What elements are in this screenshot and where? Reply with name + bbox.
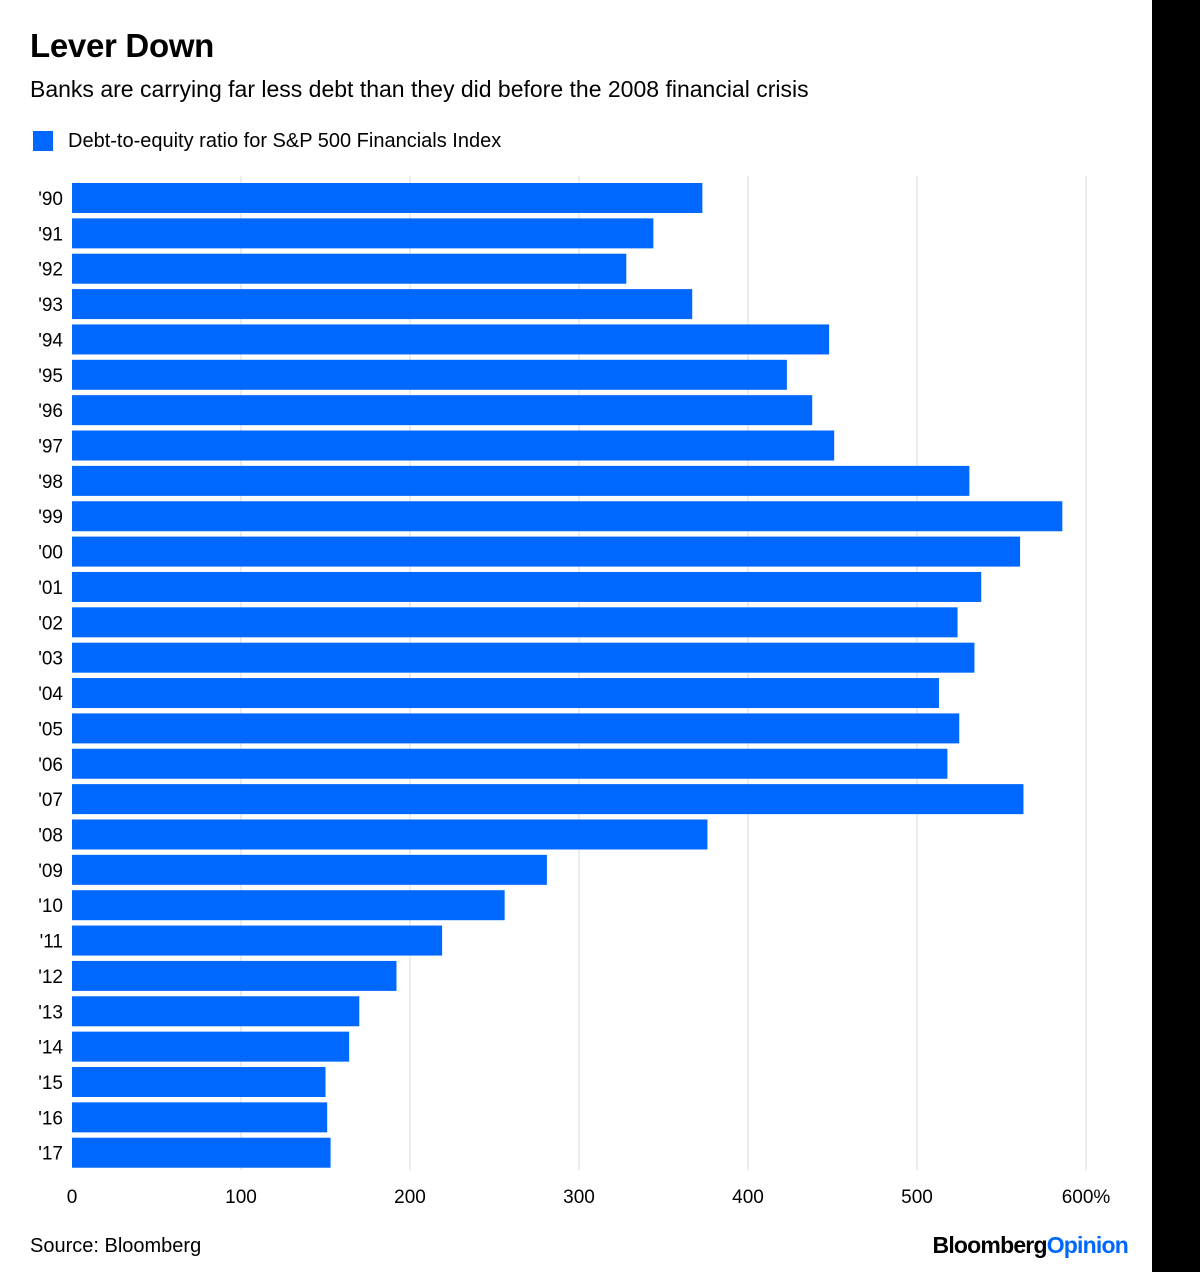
x-tick-label: 0 xyxy=(67,1187,78,1208)
bar xyxy=(72,430,835,461)
chart-canvas: Lever Down Banks are carrying far less d… xyxy=(0,0,1152,1272)
x-tick-label: 600% xyxy=(1062,1187,1111,1208)
bar xyxy=(72,571,982,602)
y-category-label: '06 xyxy=(38,755,63,776)
source-note: Source: Bloomberg xyxy=(30,1235,202,1257)
y-category-label: '10 xyxy=(38,896,63,917)
bar xyxy=(72,253,627,284)
bar xyxy=(72,996,360,1027)
bar xyxy=(72,183,703,213)
bar-chart: 0 100 200 300 400 500 600% '90 '91 '92 '93 '94 '95 '9… xyxy=(38,176,1111,1208)
bar xyxy=(72,890,505,921)
y-category-label: '07 xyxy=(38,790,63,811)
y-category-label: '00 xyxy=(38,543,63,564)
legend-swatch xyxy=(33,131,53,151)
bar xyxy=(72,713,960,744)
y-category-label: '04 xyxy=(38,684,63,705)
brand-opinion: Opinion xyxy=(1046,1232,1129,1258)
y-category-label: '93 xyxy=(38,295,63,316)
bar xyxy=(72,395,813,426)
y-category-label: '95 xyxy=(38,366,63,387)
bar xyxy=(72,1102,328,1133)
y-category-label: '14 xyxy=(38,1038,63,1059)
y-category-label: '92 xyxy=(38,260,63,281)
bar xyxy=(72,960,397,991)
y-category-label: '05 xyxy=(38,719,63,740)
chart-subtitle: Banks are carrying far less debt than th… xyxy=(30,76,809,102)
y-category-label: '91 xyxy=(38,224,63,245)
bar xyxy=(72,642,975,673)
bar xyxy=(72,501,1063,532)
y-category-label: '16 xyxy=(38,1108,63,1129)
x-tick-label: 400 xyxy=(732,1187,764,1208)
y-category-label: '90 xyxy=(38,189,63,210)
y-category-label: '01 xyxy=(38,578,63,599)
legend-label: Debt-to-equity ratio for S&P 500 Financi… xyxy=(68,129,502,152)
bar xyxy=(72,218,654,249)
bar xyxy=(72,1067,326,1097)
y-category-label: '15 xyxy=(38,1073,63,1094)
y-category-label: '02 xyxy=(38,613,63,634)
bar xyxy=(72,854,547,885)
bar xyxy=(72,1031,350,1062)
bar xyxy=(72,536,1021,567)
bar xyxy=(72,784,1024,815)
brand-logo: BloombergOpinion xyxy=(932,1232,1129,1259)
bar xyxy=(72,289,693,320)
x-tick-label: 300 xyxy=(563,1187,595,1208)
bar xyxy=(72,925,443,956)
bar xyxy=(72,678,939,709)
bar xyxy=(72,607,958,638)
bar xyxy=(72,1137,331,1168)
y-category-label: '97 xyxy=(38,437,63,458)
y-category-label: '94 xyxy=(38,330,63,351)
y-category-label: '98 xyxy=(38,472,63,493)
y-category-label: '17 xyxy=(38,1144,63,1165)
bar xyxy=(72,748,948,779)
bar xyxy=(72,324,830,355)
x-tick-label: 500 xyxy=(901,1187,933,1208)
y-category-label: '11 xyxy=(40,932,63,953)
y-category-label: '13 xyxy=(38,1002,63,1023)
x-tick-label: 100 xyxy=(225,1187,257,1208)
y-category-label: '12 xyxy=(38,967,63,988)
y-category-label: '09 xyxy=(38,861,63,882)
brand-name: Bloomberg xyxy=(932,1232,1048,1258)
y-category-label: '99 xyxy=(38,507,63,528)
legend: Debt-to-equity ratio for S&P 500 Financi… xyxy=(33,129,501,153)
bar xyxy=(72,465,970,496)
bar xyxy=(72,359,787,390)
y-category-label: '96 xyxy=(38,401,63,422)
y-category-label: '08 xyxy=(38,825,63,846)
y-category-label: '03 xyxy=(38,649,63,670)
chart-title: Lever Down xyxy=(30,27,215,64)
x-tick-label: 200 xyxy=(394,1187,426,1208)
bar xyxy=(72,819,708,850)
